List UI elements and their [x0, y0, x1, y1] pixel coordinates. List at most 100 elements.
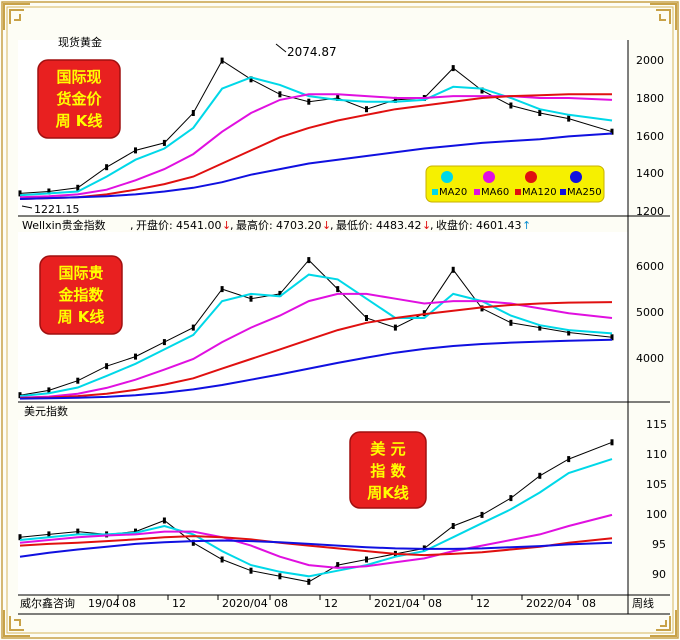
price-point-p2-15 [451, 266, 455, 273]
ytick-p3-1: 110 [646, 448, 667, 461]
price-point-p3-17 [509, 495, 513, 502]
price-point-p3-5 [162, 517, 166, 524]
high-price-label: 2074.87 [287, 45, 337, 59]
legend-ma120-dot [525, 171, 537, 183]
price-point-p1-17 [509, 102, 513, 109]
series-line-p2-ma20 [19, 273, 613, 398]
price-point-p3-7 [220, 556, 224, 563]
price-point-p2-17 [509, 319, 513, 326]
panel1-series [18, 57, 614, 200]
panel3-yticks: 115 110 105 100 95 90 [646, 418, 667, 581]
xlabel-8: 08 [428, 597, 442, 610]
series-line-p1-ma120 [19, 93, 612, 200]
price-point-p1-18 [538, 110, 542, 116]
legend-ma20-dot [441, 171, 453, 183]
ma-legend-box [425, 165, 605, 203]
price-point-p3-2 [76, 528, 80, 535]
price-point-p3-19 [567, 456, 571, 463]
info-open-value: 4541.00 [176, 219, 222, 232]
xlabel-1: 19/04 [88, 597, 120, 610]
panel2-badge-line1: 国际贵 [58, 264, 103, 282]
info-low-value: 4483.42 [376, 219, 422, 232]
price-point-p3-4 [134, 528, 137, 535]
legend-ma120-text: MA120 [522, 187, 557, 198]
price-point-p2-3 [105, 363, 109, 370]
price-point-p2-10 [307, 257, 311, 264]
ytick-p3-3: 100 [646, 508, 667, 521]
low-price-label: 1221.15 [34, 203, 80, 216]
info-sep: , [130, 219, 134, 232]
legend-ma250-swatch [560, 189, 566, 195]
info-open-sep: , [230, 219, 234, 232]
price-point-p3-15 [451, 523, 455, 529]
panel1-title: 现货黄金 [58, 35, 102, 49]
price-point-p3-12 [365, 556, 368, 563]
legend-ma20-text: MA20 [439, 187, 467, 198]
price-point-p1-0 [18, 190, 22, 197]
price-point-p1-3 [105, 164, 109, 171]
price-point-p1-1 [47, 188, 51, 195]
panel1-badge-line3: 周 K线 [56, 112, 103, 130]
ma-legend: MA20 MA60 MA120 MA250 [425, 165, 605, 203]
series-line-p1-ma250 [19, 132, 613, 200]
price-point-p1-11 [336, 95, 340, 101]
price-point-p1-10 [307, 98, 311, 105]
price-point-p2-6 [191, 324, 195, 331]
ytick-p3-5: 90 [652, 568, 666, 581]
xlabel-brand: 威尔鑫咨询 [20, 596, 75, 610]
xlabel-9: 12 [476, 597, 490, 610]
legend-ma120-swatch [515, 189, 521, 195]
corner-ornament-bl [3, 610, 30, 637]
price-point-p2-1 [47, 387, 51, 394]
panel2-badge-box [39, 255, 123, 335]
panel1-badge-line2: 货金价 [56, 90, 102, 108]
price-point-p1-15 [451, 65, 455, 72]
price-point-p3-10 [307, 578, 311, 585]
legend-ma60-text: MA60 [481, 187, 509, 198]
panel1-badge-line1: 国际现 [56, 68, 101, 86]
series-line-p3-ma250 [19, 539, 613, 558]
price-point-p3-11 [336, 562, 340, 569]
legend-ma250-dot [570, 171, 582, 183]
panel1-badge: 国际现 货金价 周 K线 [37, 59, 121, 139]
ytick-p2-1: 5000 [636, 306, 664, 319]
panel3-badge-line3: 周K线 [367, 484, 409, 502]
info-high-value: 4703.20 [276, 219, 322, 232]
xlabel-period: 周线 [632, 596, 654, 610]
panel3-badge: 美 元 指 数 周K线 [349, 431, 427, 509]
info-low-arrow: ↓ [422, 219, 431, 232]
panel1-badge-box [37, 59, 121, 139]
panel3-badge-line1: 美 元 [370, 440, 405, 458]
price-point-p3-20 [610, 439, 614, 446]
price-point-p1-4 [134, 147, 137, 154]
series-line-p2-ma60 [19, 292, 613, 399]
price-point-p2-2 [76, 377, 80, 384]
xlabel-3: 12 [172, 597, 186, 610]
info-low-sep: , [430, 219, 434, 232]
price-point-p2-19 [567, 329, 571, 336]
xlabel-4: 2020/04 [222, 597, 268, 610]
price-point-p1-6 [191, 110, 195, 116]
panel2-info-line: Wellxin贵金指数 , 开盘价: 4541.00 ↓ , 最高价: 4703… [22, 218, 531, 232]
price-point-p2-11 [336, 286, 340, 293]
price-point-p1-16 [480, 87, 484, 94]
series-line-p3-ma20 [19, 458, 613, 578]
price-point-p2-7 [220, 286, 224, 293]
price-point-p3-18 [538, 472, 542, 479]
series-line-p3-ma60 [19, 513, 613, 569]
price-point-p1-7 [220, 57, 224, 64]
panel3-title: 美元指数 [24, 404, 68, 418]
info-open-arrow: ↓ [222, 219, 231, 232]
price-point-p2-20 [610, 334, 614, 341]
price-point-p3-0 [18, 534, 22, 541]
info-high-arrow: ↓ [322, 219, 331, 232]
panel2-badge-line2: 金指数 [57, 286, 104, 304]
price-point-p1-20 [610, 128, 614, 135]
price-point-p2-9 [278, 290, 282, 297]
info-high-sep: , [330, 219, 334, 232]
panel3-badge-box [349, 431, 427, 509]
xlabel-2: 08 [122, 597, 136, 610]
xlabel-6: 12 [324, 597, 338, 610]
